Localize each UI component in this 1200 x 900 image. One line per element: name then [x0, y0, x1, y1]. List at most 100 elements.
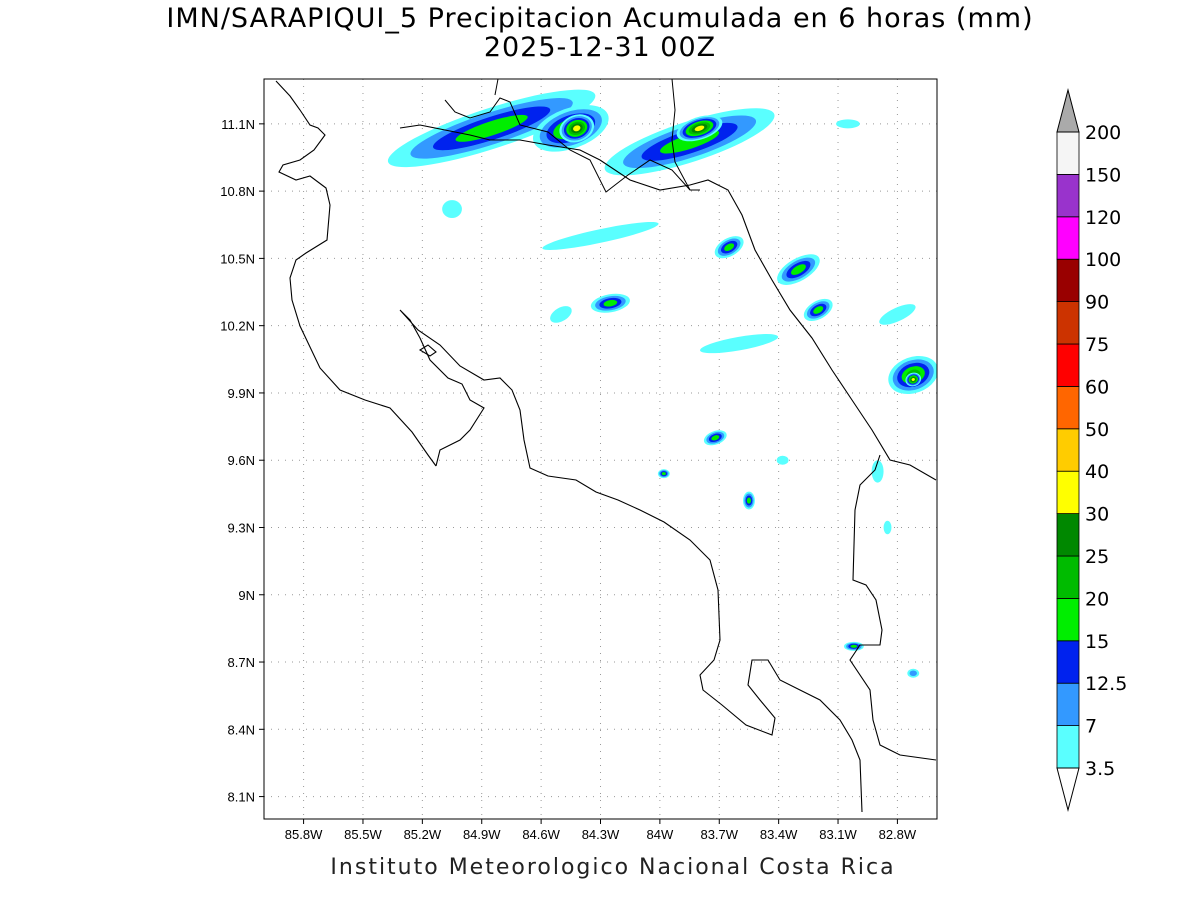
colorbar-swatch: [1056, 173, 1080, 218]
colorbar-swatch: [1056, 682, 1080, 727]
precip-cell: [743, 491, 755, 510]
precip-cell: [879, 304, 916, 325]
precip-cell: [803, 298, 833, 322]
precip-contour: [909, 670, 917, 677]
colorbar-level-label: 7: [1085, 716, 1097, 738]
lon-tick-label: 85.2W: [404, 827, 442, 842]
precip-contour: [791, 264, 806, 275]
precip-contour: [883, 520, 892, 535]
colorbar-level-label: 75: [1085, 334, 1109, 356]
lon-tick-label: 83.1W: [819, 827, 857, 842]
colorbar-level-label: 120: [1085, 207, 1121, 229]
colorbar-swatch: [1056, 301, 1080, 345]
coastlines-and-borders: [275, 79, 937, 813]
precip-cell: [871, 460, 884, 483]
footer-credit: Instituto Meteorologico Nacional Costa R…: [330, 855, 896, 880]
colorbar-level-label: 30: [1085, 504, 1109, 526]
precip-contour: [813, 306, 824, 314]
precip-cell: [657, 469, 670, 479]
colorbar-swatch: [1056, 725, 1080, 769]
colorbar-swatch: [1056, 131, 1080, 175]
lat-tick-label: 8.1N: [228, 790, 255, 805]
colorbar-level-label: 20: [1085, 588, 1109, 610]
lat-tick-label: 10.5N: [220, 251, 255, 266]
colorbar-level-label: 3.5: [1085, 758, 1115, 780]
precip-contour: [550, 306, 572, 323]
colorbar-level-label: 60: [1085, 376, 1109, 398]
lat-tick-label: 10.2N: [220, 319, 255, 334]
precipitation-field: [387, 89, 937, 678]
precip-cell: [905, 372, 922, 387]
precip-contour: [694, 125, 705, 132]
map-gridlines: [264, 79, 937, 819]
precip-contour: [455, 114, 528, 142]
precip-cell: [387, 89, 596, 168]
latitude-axis: 11.1N 10.8N 10.5N 10.2N 9.9N 9.6N 9.3N 9N 8.7N 8.…: [220, 117, 264, 805]
colorbar-level-label: 25: [1085, 546, 1109, 568]
colorbar-level-label: 90: [1085, 292, 1109, 314]
lon-tick-label: 84W: [647, 827, 674, 842]
lat-tick-label: 8.4N: [228, 722, 255, 737]
precip-contour: [724, 243, 735, 252]
precip-cell: [714, 236, 744, 259]
precip-cell: [703, 430, 727, 446]
colorbar: 3.5 7 12.5 15 20 25 30 40 50 60 75 90 100 120 150 200: [1056, 88, 1127, 812]
precip-contour: [542, 221, 659, 250]
colorbar-max-arrow: [1056, 88, 1080, 133]
lon-tick-label: 85.5W: [344, 827, 382, 842]
map-plot-area: [264, 79, 937, 819]
lon-tick-label: 84.9W: [463, 827, 501, 842]
precip-contour: [911, 378, 915, 381]
precip-cell: [883, 520, 892, 535]
precip-contour: [700, 334, 779, 354]
colorbar-swatch: [1056, 598, 1080, 642]
lat-tick-label: 9.6N: [228, 453, 255, 468]
map-valid-time: 2025-12-31 00Z: [483, 32, 717, 63]
precip-contour: [573, 125, 581, 132]
lat-tick-label: 9.9N: [228, 386, 255, 401]
nicoya-gulf-coast: [399, 309, 863, 813]
lat-tick-label: 9.3N: [228, 520, 255, 535]
lat-tick-label: 8.7N: [228, 655, 255, 670]
precip-contour: [850, 644, 858, 648]
precip-cell: [776, 455, 789, 465]
lat-tick-label: 10.8N: [220, 184, 255, 199]
map-title: IMN/SARAPIQUI_5 Precipitacion Acumulada …: [166, 3, 1034, 34]
colorbar-level-label: 200: [1085, 122, 1121, 144]
precip-cell: [843, 641, 864, 651]
colorbar-swatch: [1056, 640, 1080, 684]
precip-contour: [746, 497, 752, 504]
colorbar-swatch: [1056, 555, 1080, 599]
colorbar-level-label: 150: [1085, 164, 1121, 186]
precip-cell: [907, 668, 920, 678]
colorbar-level-label: 50: [1085, 419, 1109, 441]
lon-tick-label: 83.4W: [760, 827, 798, 842]
precip-cell: [676, 115, 723, 142]
precip-cell: [777, 254, 820, 285]
lat-tick-label: 11.1N: [221, 117, 255, 132]
precip-cell: [542, 221, 659, 250]
precip-cell: [442, 200, 462, 219]
colorbar-min-arrow: [1056, 767, 1080, 812]
precip-cell: [700, 334, 779, 354]
caribbean-coast: [399, 124, 937, 481]
osa-peninsula: [418, 344, 437, 357]
lon-tick-label: 85.8W: [285, 827, 323, 842]
precip-contour: [661, 472, 666, 476]
lon-tick-label: 83.7W: [700, 827, 738, 842]
colorbar-swatch: [1056, 258, 1080, 303]
colorbar-swatch: [1056, 428, 1080, 472]
colorbar-swatch: [1056, 343, 1080, 387]
lon-tick-label: 84.6W: [522, 827, 560, 842]
precip-cell: [559, 114, 595, 143]
lake-shoreline: [494, 79, 499, 96]
precip-cell: [550, 306, 572, 323]
colorbar-swatch: [1056, 513, 1080, 557]
colorbar-level-label: 15: [1085, 631, 1109, 653]
nicaragua-border: [444, 97, 700, 193]
northern-border: [671, 79, 691, 191]
precip-contour: [442, 200, 462, 219]
precip-contour: [871, 460, 884, 483]
precip-contour: [776, 455, 789, 465]
